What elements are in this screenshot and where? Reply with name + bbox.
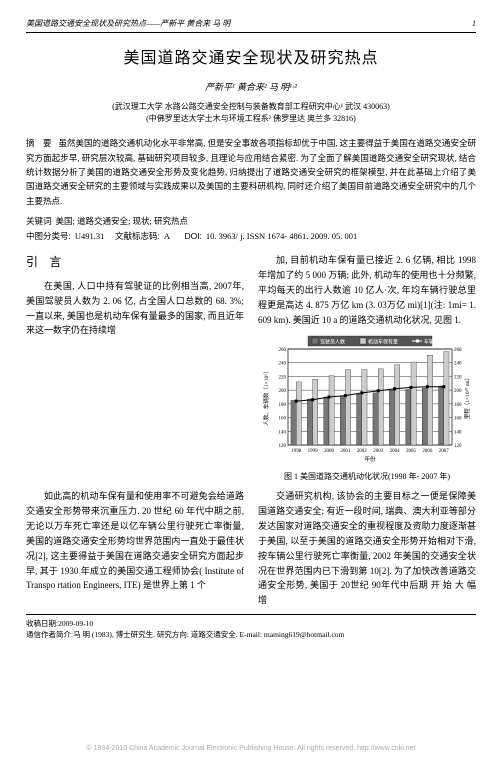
svg-text:2002: 2002 — [357, 449, 368, 454]
svg-text:人数、车辆数（1×10⁶）: 人数、车辆数（1×10⁶） — [262, 369, 270, 426]
class-b: A — [164, 231, 170, 241]
svg-text:200: 200 — [279, 390, 287, 395]
svg-text:260: 260 — [454, 348, 462, 353]
svg-text:2006: 2006 — [422, 449, 433, 454]
footer-author: 马 明 (1983), 博士研究生. 研究方向: 道路交通安全. E-mail:… — [73, 630, 344, 639]
affiliations: (武汉理工大学 水路公路交通安全控制与装备教育部工程研究中心¹ 武汉 43006… — [26, 101, 476, 127]
svg-text:年份: 年份 — [364, 455, 376, 463]
svg-text:2003: 2003 — [373, 449, 384, 454]
svg-text:140: 140 — [279, 431, 287, 436]
abstract-text: 虽然美国的道路交通机动化水平非常高, 但是安全事故各项指标却优于中国, 这主要得… — [26, 138, 476, 206]
body-columns-2: 如此高的机动车保有量和使用率不可避免会给道路交通安全形势带来沉重压力. 20 世… — [26, 489, 476, 608]
left-para-1: 在美国, 人口中持有驾驶证的比例相当高, 2007年, 美国驾驶员人数为 2. … — [26, 279, 244, 338]
class-label-b: 文献标志码: — [115, 231, 160, 241]
svg-text:160: 160 — [454, 417, 462, 422]
svg-text:260: 260 — [279, 348, 287, 353]
svg-text:2000: 2000 — [324, 449, 335, 454]
footer-date: 2009-09-10 — [58, 619, 93, 628]
section-heading-intro: 引 言 — [26, 253, 244, 273]
svg-text:2004: 2004 — [390, 449, 401, 454]
abstract-label: 摘 要 — [26, 138, 54, 148]
right-column: 加, 目前机动车保有量已接近 2. 6 亿辆, 相比 1998 年增加了约 5 … — [258, 253, 476, 487]
svg-text:120: 120 — [454, 444, 462, 449]
class-label-c: DOI: — [184, 231, 201, 241]
right-para-2: 交通研究机构, 该协会的主要目标之一便是保障美国道路交通安全; 有近一段时间, … — [258, 489, 476, 608]
svg-text:240: 240 — [279, 362, 287, 367]
body-columns: 引 言 在美国, 人口中持有驾驶证的比例相当高, 2007年, 美国驾驶员人数为… — [26, 253, 476, 487]
figure-1-caption: 图 1 美国道路交通机动化状况(1998 年- 2007 年) — [258, 470, 476, 483]
svg-text:里程（1×10¹⁰ mi）: 里程（1×10¹⁰ mi） — [463, 375, 471, 419]
class-label-a: 中图分类号: — [26, 231, 71, 241]
kw-text: 美国; 道路交通安全; 现状; 研究热点 — [56, 216, 188, 226]
class-c: 10. 3963/ j. ISSN 1674- 4861. 2009. 05. … — [206, 231, 357, 241]
svg-text:220: 220 — [454, 376, 462, 381]
svg-text:160: 160 — [279, 417, 287, 422]
right-para-1: 加, 目前机动车保有量已接近 2. 6 亿辆, 相比 1998 年增加了约 5 … — [258, 253, 476, 327]
running-head-left: 美国道路交通安全现状及研究热点——严新平 黄合来 马 明 — [26, 18, 230, 30]
svg-text:240: 240 — [454, 362, 462, 367]
page-number: 1 — [472, 18, 476, 30]
kw-label: 关键词 — [26, 216, 52, 226]
svg-text:180: 180 — [454, 403, 462, 408]
svg-text:驾驶员人数: 驾驶员人数 — [320, 339, 345, 346]
svg-text:2007: 2007 — [439, 449, 450, 454]
left-column: 引 言 在美国, 人口中持有驾驶证的比例相当高, 2007年, 美国驾驶员人数为… — [26, 253, 244, 487]
svg-text:2005: 2005 — [406, 449, 417, 454]
abstract: 摘 要虽然美国的道路交通机动化水平非常高, 但是安全事故各项指标却优于中国, 这… — [26, 136, 476, 208]
svg-text:140: 140 — [454, 431, 462, 436]
running-head: 美国道路交通安全现状及研究热点——严新平 黄合来 马 明 1 — [26, 18, 476, 33]
svg-text:2001: 2001 — [340, 449, 351, 454]
figure-1: 120 120 140 140 160 160 180 180 200 200 220 220 240 2… — [258, 333, 476, 483]
left-para-2: 如此高的机动车保有量和使用率不可避免会给道路交通安全形势带来沉重压力. 20 世… — [26, 489, 244, 593]
keywords: 关键词美国; 道路交通安全; 现状; 研究热点 — [26, 214, 476, 228]
authors: 严新平¹ 黄合来² 马 明¹·² — [26, 81, 476, 95]
svg-text:机动车保有量: 机动车保有量 — [368, 339, 398, 346]
footer-date-label: 收稿日期: — [26, 619, 58, 628]
classification: 中图分类号: U491.31 文献标志码: A DOI: 10. 3963/ j. I… — [26, 229, 476, 243]
watermark: © 1994-2010 China Academic Journal Elect… — [0, 744, 502, 755]
affil-1: (武汉理工大学 水路公路交通安全控制与装备教育部工程研究中心¹ 武汉 43006… — [26, 101, 476, 114]
svg-text:1999: 1999 — [308, 449, 319, 454]
svg-text:180: 180 — [279, 403, 287, 408]
paper-title: 美国道路交通安全现状及研究热点 — [26, 47, 476, 71]
svg-text:车辆行驶总里程: 车辆行驶总里程 — [424, 339, 459, 346]
svg-text:120: 120 — [279, 444, 287, 449]
class-a: U491.31 — [75, 231, 105, 241]
svg-text:200: 200 — [454, 390, 462, 395]
svg-text:220: 220 — [279, 376, 287, 381]
affil-2: (中佛罗里达大学土木与环境工程系² 佛罗里达 奥兰多 32816) — [26, 113, 476, 126]
right-column-2: 交通研究机构, 该协会的主要目标之一便是保障美国道路交通安全; 有近一段时间, … — [258, 489, 476, 608]
footer: 收稿日期:2009-09-10 通信作者简介:马 明 (1983), 博士研究生… — [26, 614, 476, 641]
footer-author-label: 通信作者简介: — [26, 630, 73, 639]
chart-svg: 120 120 140 140 160 160 180 180 200 200 220 220 240 2… — [258, 333, 476, 463]
left-column-2: 如此高的机动车保有量和使用率不可避免会给道路交通安全形势带来沉重压力. 20 世… — [26, 489, 244, 608]
svg-text:1998: 1998 — [291, 449, 302, 454]
